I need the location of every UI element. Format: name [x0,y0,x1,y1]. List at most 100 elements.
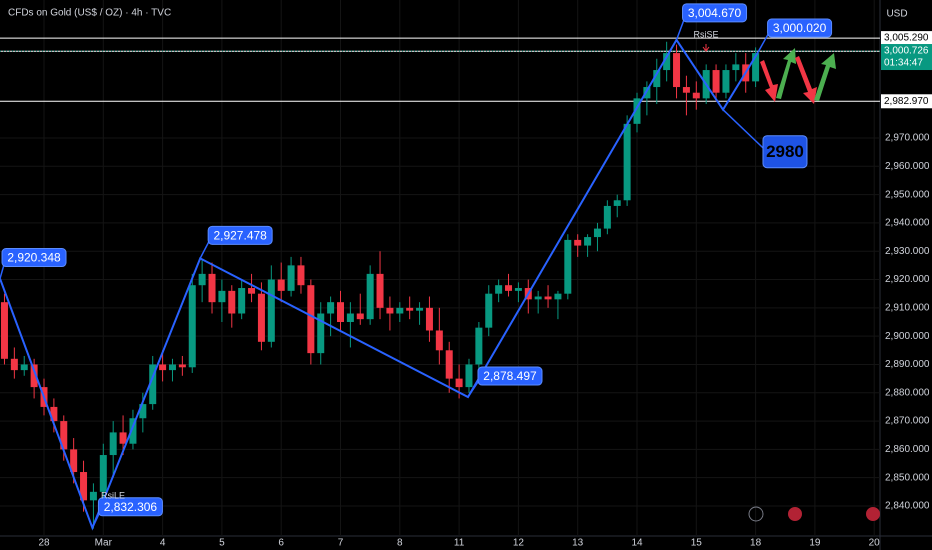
x-tick-label: 7 [338,538,344,549]
price-level-box [881,94,932,109]
x-tick-label: 6 [278,538,284,549]
candle-body [574,239,582,246]
candle-body [386,307,394,314]
x-tick-label: 15 [691,538,703,549]
event-flag[interactable] [866,507,880,521]
candle-body [663,53,671,71]
candle-body [673,53,681,88]
y-tick-label: 2,880.000 [885,387,930,398]
callout-box [97,497,163,517]
candle-body [366,273,374,320]
candle-body [534,296,542,300]
candle-body [396,307,404,314]
drawings: 2,920.348 2,832.306 2,927.478 2,878.497 3,00… [0,3,836,531]
x-tick-label: 18 [750,538,762,549]
callout-pointer [722,109,768,153]
last-price-label: 3,000.726 [884,46,929,57]
candle-body [564,239,572,294]
candle-body [218,290,226,303]
candle-body [129,418,137,444]
candle-body [712,70,720,93]
x-tick-label: 14 [631,538,643,549]
candle-body [80,472,88,501]
y-tick-label: 2,910.000 [885,302,930,313]
projection-arrow-up [814,53,836,101]
candle-body [653,70,661,88]
callout-label: 3,004.670 [688,6,742,20]
candle-body [445,350,453,379]
candle-body [139,404,147,419]
candle-body [208,273,216,303]
y-tick-label: 2,960.000 [885,161,930,172]
candle-body [425,307,433,331]
candle-body [238,288,246,314]
x-tick-label: 11 [454,538,465,549]
candle-body [267,279,275,342]
candle-body [178,364,186,368]
candle-body [435,330,443,351]
x-tick-label: 4 [160,538,166,549]
candle-body [70,449,78,473]
candle-body [99,455,107,492]
candle-body [0,302,8,359]
callout-box [477,366,543,386]
candle-body [475,327,483,365]
last-price-box [881,44,932,71]
candle-body [317,313,325,354]
candle-body [10,358,18,371]
levels [0,37,880,102]
signal-label: RsiSE [693,29,718,39]
candle-body [356,313,364,320]
candle-body [613,200,621,206]
candle-body [307,285,315,354]
x-tick-label: 13 [572,538,584,549]
candle-body [20,364,28,371]
y-tick-label: 2,870.000 [885,416,930,427]
candle-body [544,296,552,300]
candle-body [50,406,58,422]
y-tick-label: 2,930.000 [885,246,930,257]
callout-label: 3,000.020 [773,21,827,35]
x-tick-label: Mar [95,538,113,549]
projection-arrow-down [760,60,778,102]
icon[interactable] [748,506,764,522]
y-tick-label: 2,840.000 [885,501,930,512]
callout-label: 2,927.478 [213,229,267,243]
candle-body [89,491,97,501]
x-tick-label: 20 [869,538,881,549]
candle-body [752,53,760,82]
price-level-label: 2,982.970 [884,96,929,107]
candle-body [732,64,740,71]
projection-arrow-down [795,56,817,104]
candle-body [465,364,473,388]
y-tick-label: 2,890.000 [885,359,930,370]
signal-label: RsiLE [101,490,125,500]
x-tick-label: 19 [809,538,821,549]
candle-body [287,265,295,291]
y-tick-label: 2,920.000 [885,274,930,285]
callout-box [1,248,67,268]
price-level-label: 3,005.290 [884,33,929,44]
candle-body [722,70,730,93]
candle-body [623,123,631,201]
candle-body [692,92,700,99]
candle-body [119,432,127,444]
countdown-label: 01:34:47 [884,58,923,69]
x-tick-label: 28 [38,538,50,549]
candle-body [682,87,690,93]
candle-body [643,87,651,99]
symbol-title: CFDs on Gold (US$ / OZ) · 4h · TVC [8,8,171,19]
candle-body [149,364,157,405]
candle-body [584,237,592,246]
callout-label: 2980 [766,142,804,161]
callout-label: 2,878.497 [483,369,537,383]
y-tick-label: 2,850.000 [885,472,930,483]
candle-body [337,302,344,322]
candle-body [327,302,335,314]
candle-body [277,279,285,291]
event-flag[interactable] [788,507,802,521]
grid [0,0,880,536]
candle-body [297,265,305,286]
